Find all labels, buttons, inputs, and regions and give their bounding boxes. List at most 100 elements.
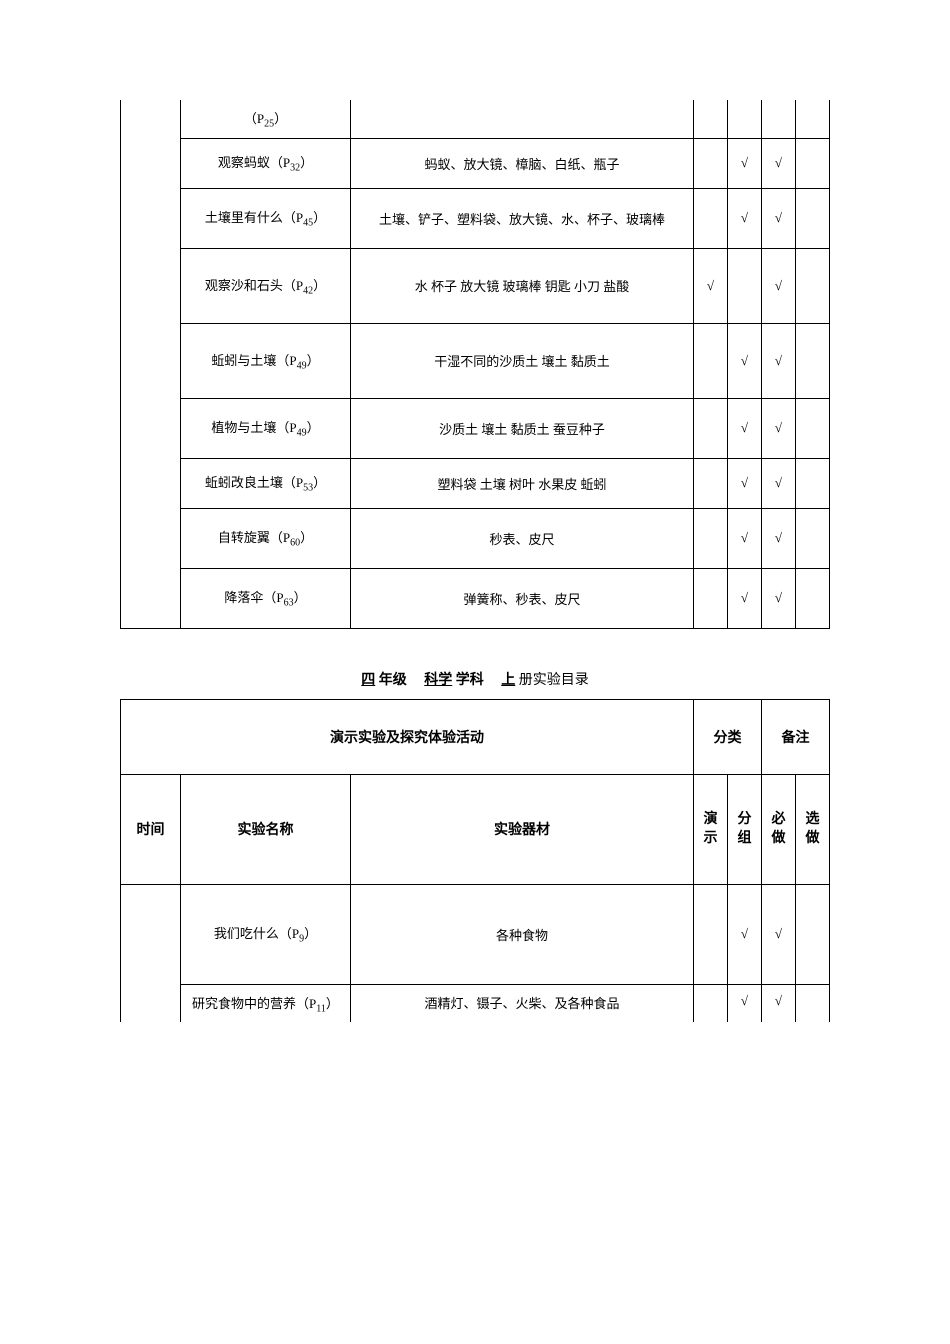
volume-label: 册实验目录 [519, 673, 589, 688]
header-category: 分类 [694, 699, 762, 774]
name-suffix: ） [300, 155, 313, 170]
mark-cell: √ [728, 984, 762, 1022]
name-cell: 植物与土壤（P49） [181, 398, 351, 458]
name-sub: 53 [303, 483, 313, 494]
mark-cell [728, 248, 762, 323]
time-cell [121, 458, 181, 508]
mark-cell [694, 138, 728, 188]
equipment-cell: 水 杯子 放大镜 玻璃棒 钥匙 小刀 盐酸 [351, 248, 694, 323]
mark-cell [694, 568, 728, 628]
name-text: （P [244, 111, 264, 126]
time-cell [121, 884, 181, 984]
name-text: 降落伞（P [224, 590, 283, 605]
mark-cell [796, 323, 830, 398]
mark-cell [796, 248, 830, 323]
mark-cell [694, 984, 728, 1022]
time-cell [121, 984, 181, 1022]
equipment-cell: 沙质土 壤土 黏质土 蚕豆种子 [351, 398, 694, 458]
mark-cell [796, 398, 830, 458]
grade: 四 [361, 673, 375, 688]
time-cell [121, 398, 181, 458]
name-cell: 我们吃什么（P9） [181, 884, 351, 984]
name-text: 研究食物中的营养（P [192, 996, 316, 1011]
header-main: 演示实验及探究体验活动 [121, 699, 694, 774]
experiment-table-2: 演示实验及探究体验活动 分类 备注 时间 实验名称 实验器材 演示 分组 必做 … [120, 699, 830, 1023]
mark-cell: √ [762, 138, 796, 188]
name-cell: 土壤里有什么（P45） [181, 188, 351, 248]
grade-label: 年级 [379, 673, 407, 688]
equipment-cell: 蚂蚁、放大镜、樟脑、白纸、瓶子 [351, 138, 694, 188]
equipment-cell: 土壤、铲子、塑料袋、放大镜、水、杯子、玻璃棒 [351, 188, 694, 248]
name-suffix: ） [294, 590, 307, 605]
mark-cell: √ [762, 984, 796, 1022]
mark-cell [728, 100, 762, 138]
equipment-cell: 弹簧称、秒表、皮尺 [351, 568, 694, 628]
name-text: 土壤里有什么（P [205, 210, 303, 225]
name-suffix: ） [313, 210, 326, 225]
mark-cell: √ [728, 398, 762, 458]
name-suffix: ） [313, 475, 326, 490]
time-cell [121, 508, 181, 568]
mark-cell [694, 323, 728, 398]
time-cell [121, 138, 181, 188]
name-text: 自转旋翼（P [218, 530, 290, 545]
name-sub: 25 [264, 119, 274, 130]
name-cell: （P25） [181, 100, 351, 138]
equipment-cell: 塑料袋 土壤 树叶 水果皮 蚯蚓 [351, 458, 694, 508]
name-suffix: ） [274, 111, 287, 126]
name-text: 植物与土壤（P [211, 420, 296, 435]
name-sub: 63 [284, 598, 294, 609]
subject-label: 学科 [456, 673, 484, 688]
name-sub: 49 [297, 428, 307, 439]
mark-cell [796, 984, 830, 1022]
subject: 科学 [424, 673, 452, 688]
name-suffix: ） [313, 278, 326, 293]
mark-cell [694, 100, 728, 138]
name-cell: 研究食物中的营养（P11） [181, 984, 351, 1022]
name-text: 观察蚂蚁（P [218, 155, 290, 170]
mark-cell: √ [728, 323, 762, 398]
time-cell [121, 323, 181, 398]
name-text: 我们吃什么（P [214, 926, 299, 941]
mark-cell: √ [762, 323, 796, 398]
name-suffix: ） [300, 530, 313, 545]
name-text: 蚯蚓改良土壤（P [205, 475, 303, 490]
time-cell [121, 568, 181, 628]
col-must-header: 必做 [762, 774, 796, 884]
mark-cell: √ [728, 188, 762, 248]
name-text: 蚯蚓与土壤（P [211, 353, 296, 368]
name-suffix: ） [307, 420, 320, 435]
name-sub: 49 [297, 360, 307, 371]
mark-cell [694, 398, 728, 458]
mark-cell: √ [762, 884, 796, 984]
col-demo-header: 演示 [694, 774, 728, 884]
name-suffix: ） [304, 926, 317, 941]
mark-cell: √ [762, 508, 796, 568]
mark-cell [796, 100, 830, 138]
mark-cell: √ [762, 458, 796, 508]
mark-cell: √ [728, 508, 762, 568]
mark-cell: √ [762, 398, 796, 458]
col-group-header: 分组 [728, 774, 762, 884]
name-sub: 60 [290, 538, 300, 549]
mark-cell [694, 188, 728, 248]
col-time-header: 时间 [121, 774, 181, 884]
mark-cell [762, 100, 796, 138]
experiment-table-1: （P25） 观察蚂蚁（P32） 蚂蚁、放大镜、樟脑、白纸、瓶子 √ √ 土壤里有… [120, 100, 830, 629]
name-cell: 观察沙和石头（P42） [181, 248, 351, 323]
col-equipment-header: 实验器材 [351, 774, 694, 884]
mark-cell [694, 884, 728, 984]
time-cell [121, 100, 181, 138]
col-name-header: 实验名称 [181, 774, 351, 884]
mark-cell: √ [728, 138, 762, 188]
equipment-cell: 干湿不同的沙质土 壤土 黏质土 [351, 323, 694, 398]
mark-cell [796, 188, 830, 248]
mark-cell [796, 138, 830, 188]
mark-cell [796, 884, 830, 984]
mark-cell [796, 508, 830, 568]
mark-cell: √ [762, 568, 796, 628]
mark-cell: √ [762, 188, 796, 248]
volume: 上 [501, 673, 515, 688]
equipment-cell: 秒表、皮尺 [351, 508, 694, 568]
header-remark: 备注 [762, 699, 830, 774]
